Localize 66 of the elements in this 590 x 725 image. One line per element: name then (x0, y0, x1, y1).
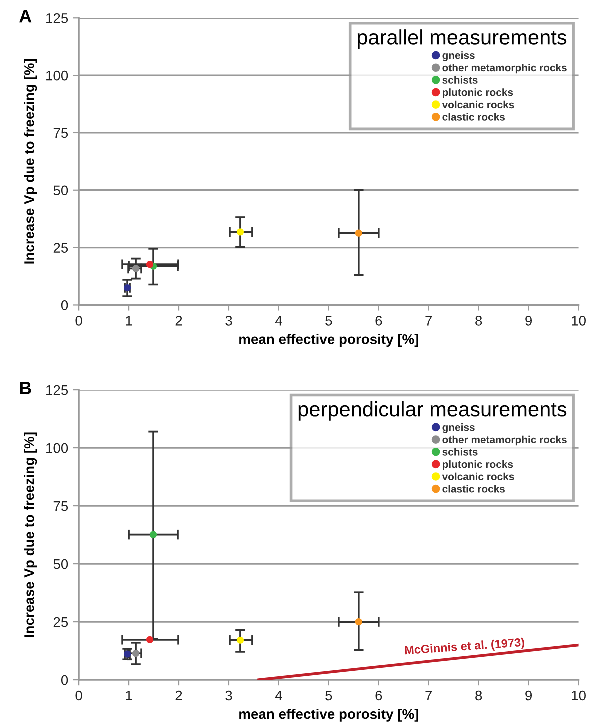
x-tick-label: 5 (326, 690, 332, 701)
legend-label: volcanic rocks (442, 100, 514, 109)
y-tick-label: 100 (46, 443, 68, 454)
x-tick-label: 3 (226, 690, 232, 701)
legend-title: perpendicular measurements (298, 402, 567, 421)
x-tick-label: 3 (226, 316, 232, 326)
legend-label: clastic rocks (442, 113, 505, 121)
x-tick-label: 10 (572, 690, 586, 701)
y-tick-label: 50 (54, 559, 68, 570)
legend-label: gneiss (442, 424, 475, 434)
y-tick-label: 125 (46, 385, 68, 396)
y-tick-label: 25 (54, 617, 68, 628)
point (355, 618, 362, 626)
x-tick-label: 1 (126, 690, 132, 701)
legend-label: other metamorphic rocks (442, 64, 567, 74)
point (132, 265, 140, 272)
legend-label: clastic rocks (442, 485, 505, 493)
x-tick-label: 8 (476, 690, 482, 701)
y-tick-label: 0 (61, 300, 68, 310)
legend-label: volcanic rocks (442, 472, 514, 480)
y-axis-title: Increase Vp due to freezing [%] (24, 59, 38, 264)
legend-label: schists (442, 448, 478, 456)
y-tick-label: 25 (54, 243, 68, 253)
x-tick-label: 7 (426, 690, 432, 701)
x-tick-label: 10 (572, 316, 586, 326)
x-tick-label: 6 (376, 316, 382, 326)
y-tick-label: 75 (54, 502, 68, 512)
legend-label: gneiss (442, 52, 475, 62)
x-tick-label: 2 (176, 316, 182, 326)
x-axis-title: mean effective porosity [%] (240, 708, 418, 722)
point (236, 636, 244, 644)
x-tick-label: 9 (526, 316, 532, 326)
y-tick-label: 125 (46, 13, 68, 24)
point (146, 261, 154, 268)
x-tick-label: 8 (476, 316, 482, 326)
y-axis-title: Increase Vp due to freezing [%] (24, 432, 38, 638)
x-tick-label: 4 (275, 690, 282, 701)
point (146, 636, 154, 644)
x-tick-label: 7 (426, 316, 432, 326)
x-tick-label: 5 (326, 316, 332, 326)
x-axis-title: mean effective porosity [%] (240, 334, 418, 348)
series-label: McGinnis et al. (1973) (405, 638, 525, 658)
point (124, 650, 132, 658)
x-tick-label: 1 (126, 316, 132, 326)
point (236, 228, 244, 236)
x-tick-label: 4 (275, 316, 282, 326)
point (355, 230, 362, 237)
legend-label: plutonic rocks (442, 88, 514, 98)
point (132, 650, 140, 658)
y-tick-label: 75 (54, 128, 68, 138)
legend-title: parallel measurements (358, 30, 567, 50)
legend-label: schists (442, 76, 478, 84)
y-tick-label: 100 (46, 70, 68, 81)
x-tick-label: 6 (376, 690, 382, 701)
text: B (20, 382, 32, 394)
text: A (20, 10, 32, 23)
legend-label: other metamorphic rocks (442, 436, 567, 446)
x-tick-label: 2 (176, 690, 182, 701)
point (124, 284, 132, 292)
y-tick-label: 0 (61, 675, 68, 686)
point (150, 531, 158, 538)
x-tick-label: 0 (76, 690, 82, 701)
x-tick-label: 0 (76, 316, 82, 326)
legend-label: plutonic rocks (442, 460, 514, 470)
x-tick-label: 9 (526, 690, 532, 701)
y-tick-label: 50 (54, 186, 68, 196)
